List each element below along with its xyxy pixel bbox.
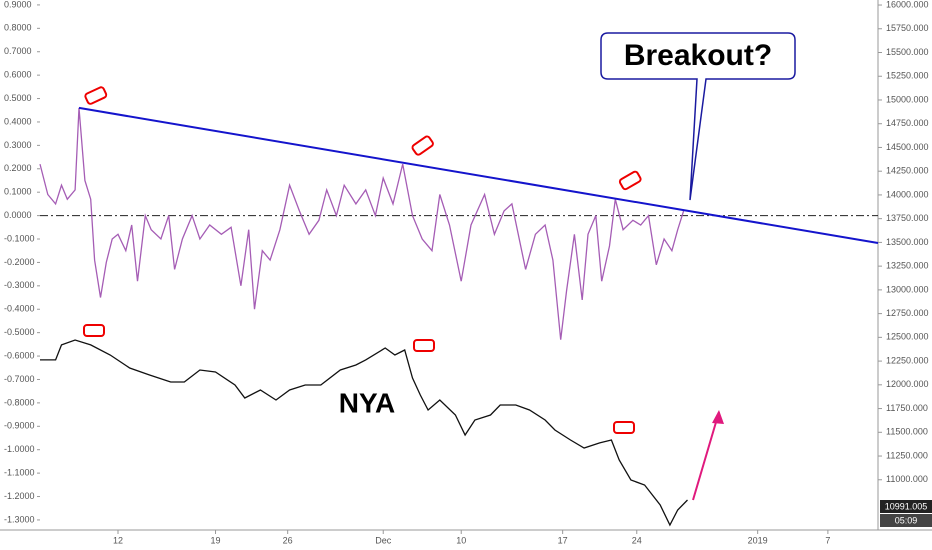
- y-tick-label: -1.0000: [4, 444, 35, 454]
- x-tick-label: 12: [113, 535, 123, 545]
- y2-tick-label: 15000.000: [886, 94, 929, 104]
- y-tick-label: -0.5000: [4, 327, 35, 337]
- y-tick-label: 0.1000: [4, 187, 32, 197]
- callout-box: [600, 32, 796, 201]
- y2-tick-label: 12250.000: [886, 355, 929, 365]
- arrow-shaft: [692, 411, 720, 501]
- x-tick-label: 2019: [748, 535, 768, 545]
- y2-tick-label: 12500.000: [886, 332, 929, 342]
- y2-tick-label: 14250.000: [886, 166, 929, 176]
- arrow-head: [712, 410, 724, 424]
- trendline: [78, 106, 879, 244]
- last-price-label: 10991.005: [885, 501, 928, 511]
- x-tick-label: 24: [632, 535, 642, 545]
- y-tick-label: -1.2000: [4, 491, 35, 501]
- countdown-box: [880, 514, 932, 527]
- hand-icons: [83, 86, 642, 434]
- x-tick-label: 17: [558, 535, 568, 545]
- y2-tick-label: 13250.000: [886, 261, 929, 271]
- y2-tick-label: 14000.000: [886, 189, 929, 199]
- y-tick-label: 0.5000: [4, 93, 32, 103]
- y-tick-label: 0.6000: [4, 70, 32, 80]
- y2-tick-label: 15500.000: [886, 47, 929, 57]
- y-tick-label: 0.2000: [4, 163, 32, 173]
- y-tick-label: -1.3000: [4, 514, 35, 524]
- y2-tick-label: 14750.000: [886, 118, 929, 128]
- index-label: NYA: [339, 387, 396, 418]
- y-tick-label: -0.9000: [4, 421, 35, 431]
- y2-tick-label: 11000.000: [886, 474, 928, 484]
- callout-text: Breakout?: [624, 39, 772, 72]
- x-tick-label: Dec: [375, 535, 392, 545]
- price-line: [40, 339, 688, 527]
- y2-tick-label: 11500.000: [886, 427, 928, 437]
- y-tick-label: -0.8000: [4, 397, 35, 407]
- y-tick-label: -0.2000: [4, 257, 35, 267]
- y2-tick-label: 11250.000: [886, 450, 928, 460]
- y2-tick-label: 12750.000: [886, 308, 929, 318]
- y2-tick-label: 13750.000: [886, 213, 929, 223]
- y2-tick-label: 13500.000: [886, 237, 929, 247]
- y-tick-label: -0.4000: [4, 304, 35, 314]
- x-tick-label: 19: [211, 535, 221, 545]
- x-tick-label: 26: [283, 535, 293, 545]
- y-tick-label: -0.6000: [4, 350, 35, 360]
- y-tick-label: 0.9000: [4, 0, 32, 9]
- y2-tick-label: 16000.000: [886, 0, 929, 9]
- y2-tick-label: 14500.000: [886, 142, 929, 152]
- x-tick-label: 7: [825, 535, 830, 545]
- y-tick-label: -0.7000: [4, 374, 35, 384]
- oscillator-line: [39, 107, 685, 340]
- y2-tick-label: 15250.000: [886, 71, 929, 81]
- y-tick-label: 0.4000: [4, 116, 32, 126]
- y-tick-label: 0.3000: [4, 140, 32, 150]
- plot-area: 0.9000 0.8000 0.7000 0.6000 0.5000 0.4000 0.30…: [4, 0, 929, 545]
- y-tick-label: 0.0000: [4, 210, 32, 220]
- y-tick-label: -1.1000: [4, 467, 35, 477]
- last-price-box: [880, 500, 932, 513]
- y2-tick-label: 11750.000: [886, 403, 928, 413]
- countdown-label: 05:09: [895, 515, 918, 525]
- y-tick-label: 0.8000: [4, 23, 32, 33]
- y2-tick-label: 15750.000: [886, 23, 929, 33]
- y2-tick-label: 13000.000: [886, 284, 929, 294]
- y-tick-label: -0.1000: [4, 233, 35, 243]
- x-tick-label: 10: [456, 535, 466, 545]
- y2-tick-label: 12000.000: [886, 379, 929, 389]
- y-tick-label: 0.7000: [4, 46, 32, 56]
- y-tick-label: -0.3000: [4, 280, 35, 290]
